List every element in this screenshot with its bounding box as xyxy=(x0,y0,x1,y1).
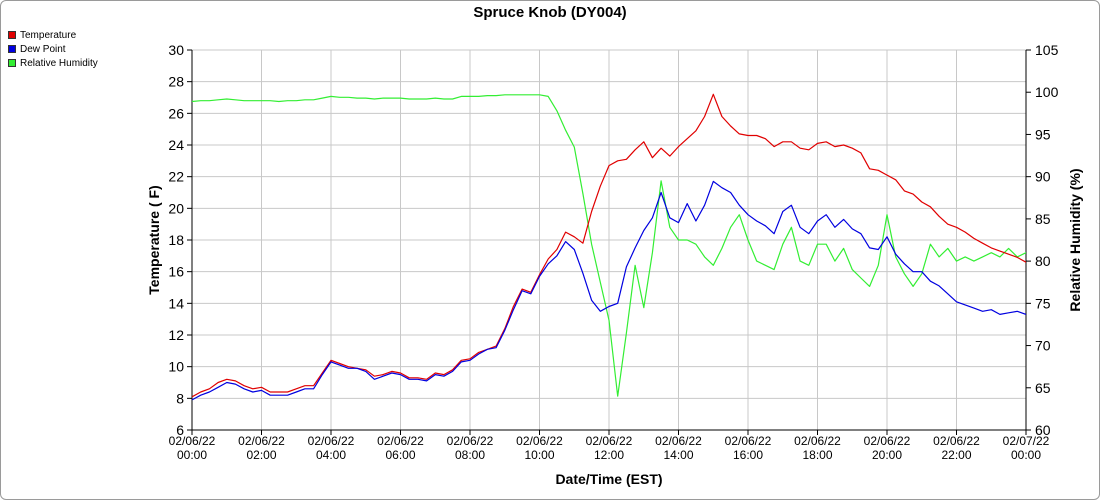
legend: Temperature Dew Point Relative Humidity xyxy=(8,28,98,70)
legend-label-dew-point: Dew Point xyxy=(20,43,66,55)
y-axis-title-left: Temperature ( F) xyxy=(146,185,162,294)
series-line-dew-point xyxy=(192,180,1026,401)
y-tick-label-left: 18 xyxy=(168,232,184,248)
y-tick-label-left: 10 xyxy=(168,359,184,375)
series-line-relative-humidity xyxy=(192,94,1026,397)
x-tick-label-time: 12:00 xyxy=(594,448,624,462)
x-tick-label-date: 02/06/22 xyxy=(377,434,424,448)
legend-swatch-relative-humidity xyxy=(8,59,16,67)
x-tick-label-date: 02/06/22 xyxy=(794,434,841,448)
x-tick-label-date: 02/06/22 xyxy=(933,434,980,448)
legend-label-relative-humidity: Relative Humidity xyxy=(20,57,98,69)
x-tick-label-date: 02/06/22 xyxy=(516,434,563,448)
x-tick-label-time: 10:00 xyxy=(524,448,554,462)
y-tick-label-left: 12 xyxy=(168,327,184,343)
y-axis-title-right: Relative Humidity (%) xyxy=(1067,168,1083,311)
y-tick-label-right: 70 xyxy=(1035,338,1051,354)
legend-item-relative-humidity: Relative Humidity xyxy=(8,56,98,70)
y-tick-label-left: 30 xyxy=(168,42,184,58)
x-tick-label-time: 02:00 xyxy=(246,448,276,462)
x-tick-label-date: 02/06/22 xyxy=(586,434,633,448)
x-tick-label-time: 22:00 xyxy=(941,448,971,462)
y-tick-label-left: 28 xyxy=(168,74,184,90)
y-tick-label-left: 6 xyxy=(176,422,184,438)
y-tick-label-left: 26 xyxy=(168,105,184,121)
y-tick-label-right: 65 xyxy=(1035,380,1051,396)
x-tick-label-time: 16:00 xyxy=(733,448,763,462)
y-tick-label-right: 85 xyxy=(1035,211,1051,227)
x-axis-title: Date/Time (EST) xyxy=(555,471,662,487)
series-line-temperature xyxy=(192,93,1026,398)
legend-label-temperature: Temperature xyxy=(20,29,77,41)
y-tick-label-right: 100 xyxy=(1035,84,1059,100)
x-tick-label-time: 14:00 xyxy=(663,448,693,462)
y-tick-label-left: 20 xyxy=(168,200,184,216)
x-tick-label-date: 02/06/22 xyxy=(169,434,216,448)
y-tick-label-right: 105 xyxy=(1035,42,1059,58)
y-tick-label-left: 22 xyxy=(168,169,184,185)
y-tick-label-right: 60 xyxy=(1035,422,1051,438)
legend-swatch-temperature xyxy=(8,31,16,39)
x-tick-label-time: 06:00 xyxy=(385,448,415,462)
x-tick-label-time: 00:00 xyxy=(177,448,207,462)
x-tick-label-time: 18:00 xyxy=(802,448,832,462)
x-tick-label-date: 02/06/22 xyxy=(447,434,494,448)
y-tick-label-right: 95 xyxy=(1035,126,1051,142)
y-tick-label-left: 24 xyxy=(168,137,184,153)
x-tick-label-date: 02/06/22 xyxy=(655,434,702,448)
x-tick-label-date: 02/07/22 xyxy=(1003,434,1050,448)
x-tick-label-time: 00:00 xyxy=(1011,448,1041,462)
y-tick-label-left: 16 xyxy=(168,264,184,280)
legend-item-temperature: Temperature xyxy=(8,28,98,42)
legend-swatch-dew-point xyxy=(8,45,16,53)
x-tick-label-time: 04:00 xyxy=(316,448,346,462)
x-tick-label-date: 02/06/22 xyxy=(864,434,911,448)
y-tick-label-right: 90 xyxy=(1035,169,1051,185)
chart-title: Spruce Knob (DY004) xyxy=(473,4,627,21)
y-tick-label-left: 14 xyxy=(168,295,184,311)
x-tick-label-date: 02/06/22 xyxy=(238,434,285,448)
y-tick-label-left: 8 xyxy=(176,390,184,406)
x-tick-label-time: 08:00 xyxy=(455,448,485,462)
legend-item-dew-point: Dew Point xyxy=(8,42,98,56)
x-tick-label-date: 02/06/22 xyxy=(725,434,772,448)
y-tick-label-right: 75 xyxy=(1035,295,1051,311)
x-tick-label-date: 02/06/22 xyxy=(308,434,355,448)
y-tick-label-right: 80 xyxy=(1035,253,1051,269)
x-tick-label-time: 20:00 xyxy=(872,448,902,462)
